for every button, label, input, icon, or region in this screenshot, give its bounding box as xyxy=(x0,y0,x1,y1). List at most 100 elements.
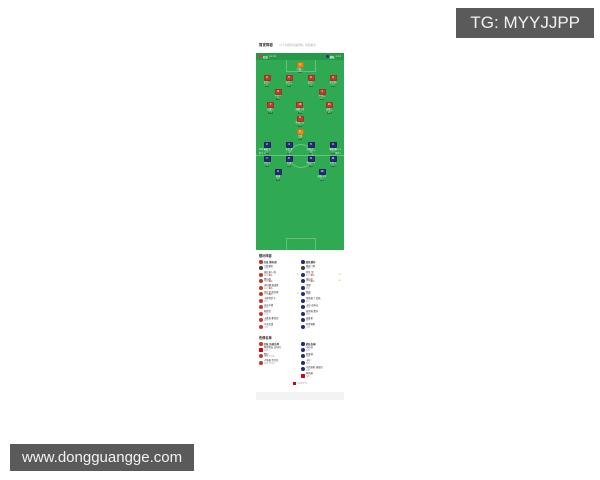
player-shirt-icon: 11 xyxy=(329,155,337,162)
list-item[interactable]: 帕德罗 中场 xyxy=(259,311,299,316)
list-item[interactable]: 曼努埃 费尔 前锋 xyxy=(301,311,341,316)
list-item[interactable]: 里奥 前锋 xyxy=(301,285,341,290)
player-name: 阿德里安 法尔科 xyxy=(264,347,281,350)
list-item[interactable]: 穿约翰 戴维斯 后卫 换人 xyxy=(259,285,299,290)
list-item-text: 莫拉尔 中场 换人 xyxy=(306,279,315,284)
player-name: 卡尔 达科夫 xyxy=(306,304,319,307)
pitch-player[interactable]: 10 前锋十号 6.9 xyxy=(315,169,329,181)
player-name: 莫拉尔 xyxy=(306,278,313,281)
home-kit-icon xyxy=(259,55,262,58)
player-meta: 后卫 xyxy=(264,300,269,303)
pitch-player[interactable]: 11 左前卫 6.6 xyxy=(326,155,340,168)
pitch-player[interactable]: 6 后卫三 6.6 xyxy=(304,75,318,87)
away-team-label[interactable]: 蓝队 4-4-2 xyxy=(325,55,341,59)
pitch-player[interactable]: 3 后卫四 6.4 xyxy=(326,75,340,87)
list-item[interactable]: 门将替补 门将 xyxy=(259,266,299,271)
away-badge-icon xyxy=(301,342,305,346)
player-meta: 中场 xyxy=(306,307,311,310)
pitch-player[interactable]: 6 后腰 6.8 xyxy=(282,155,296,168)
list-item[interactable]: 马西亚斯 迪亚尼 停赛 xyxy=(301,367,341,372)
list-item[interactable]: 阿斯曼 受伤 xyxy=(301,373,341,378)
list-item-text: 卢斯曼 罗贝托 受伤 不出战 xyxy=(264,360,278,365)
list-item[interactable]: 卡尔 达科夫 中场 xyxy=(301,305,341,310)
home-formation-rows: 1 门将一 6.8 2 后卫一 6.5 5 后卫二 6.7 6 后卫三 6.6 3 后卫四 6.4 8 中场一 7… xyxy=(256,62,344,128)
player-meta: 后卫 xyxy=(306,300,311,303)
list-item[interactable]: 马克拉维 中场 xyxy=(259,324,299,329)
pitch-player[interactable]: 8 前卫八号 7.0 xyxy=(304,155,318,168)
player-meta: 门将 xyxy=(306,268,311,271)
home-team-label[interactable]: 红队 4-2-3-1 xyxy=(259,55,276,59)
formation-row: 9 前锋 7.1 10 前锋十号 6.9 xyxy=(256,169,344,181)
player-name: 边锋一 xyxy=(267,108,274,111)
status-icon xyxy=(301,360,305,365)
pitch-player[interactable]: 9 前锋九号 7.2 xyxy=(293,115,307,128)
list-item[interactable]: 卡路易 桑托尼 后卫 xyxy=(259,318,299,323)
mid-stat-line: 射门 11 xyxy=(259,153,266,155)
list-item[interactable]: 罗比尼 德克斯 中场 换人 72' xyxy=(259,292,299,297)
list-item[interactable]: 莫拉塔 L.维 前锋 换人 18' xyxy=(259,272,299,277)
list-item[interactable]: 费拉 停赛 不出战 xyxy=(259,354,299,359)
substitution-label: 换人 xyxy=(268,274,273,277)
list-item[interactable]: 费佩 中场 xyxy=(301,292,341,297)
substitution-label: 换人 xyxy=(268,281,273,284)
pitch-player[interactable]: 7 边锋一 7.1 xyxy=(264,102,278,114)
player-shirt-icon: 8 xyxy=(274,88,282,95)
list-item-text: 费尔南 中场 换人 xyxy=(264,279,273,284)
player-rating: 6.5 xyxy=(330,151,336,154)
player-shirt-icon: 1 xyxy=(296,129,304,136)
player-rating: 7.0 xyxy=(308,165,314,168)
list-item[interactable]: 阿德里安 法尔科 受伤 xyxy=(259,347,299,352)
list-item-text: 马布杜 受伤 xyxy=(306,347,313,352)
player-name: 卡路易 桑托尼 xyxy=(264,317,279,320)
pitch-player[interactable]: 2 右后卫 6.5 xyxy=(260,142,274,154)
pitch-player[interactable]: 10 前腰十号 7.3 xyxy=(293,102,307,114)
player-name: 卢斯曼 罗贝托 xyxy=(264,360,279,363)
subs-away-team: 蓝队替补 xyxy=(301,260,341,264)
player-shirt-icon: 5 xyxy=(307,142,315,149)
player-avatar-icon xyxy=(259,324,263,329)
player-rating: 7.0 xyxy=(275,98,281,101)
pitch-player[interactable]: 9 前锋 7.1 xyxy=(271,169,285,181)
list-item[interactable]: 里斯曼丁 尼格 后卫 xyxy=(301,298,341,303)
list-item[interactable]: 马布杜 受伤 xyxy=(301,347,341,352)
pitch-player[interactable]: 1 门将一 6.8 xyxy=(293,62,307,74)
formation-row: 1 门将一 6.8 xyxy=(256,62,344,74)
player-name: 前卫八号 xyxy=(306,162,316,165)
list-item-text: 罗比尼 德克斯 中场 换人 xyxy=(264,292,278,297)
list-item[interactable]: 莫拉尔 中场 换人 80' xyxy=(301,279,341,284)
pitch-player[interactable]: 1 门将 6.7 xyxy=(293,129,307,141)
substitutes-title: 替补阵容 xyxy=(259,254,272,258)
player-meta: 停赛 不出战 xyxy=(264,356,275,359)
pitch-player[interactable]: 3 左后卫 6.5 xyxy=(326,142,340,154)
list-item[interactable]: 卡斯特罗卡 后卫 xyxy=(259,298,299,303)
list-item[interactable]: 内马尔德 前锋 xyxy=(259,305,299,310)
list-item-text: 阿德里安 法尔科 受伤 xyxy=(264,347,281,352)
player-name: 后卫一 xyxy=(263,82,271,84)
player-rating: 6.9 xyxy=(319,178,325,181)
player-name: 内马尔德 xyxy=(264,304,274,307)
list-item[interactable]: 替补门将 门将 xyxy=(301,266,341,271)
pitch-player[interactable]: 5 后卫二 6.7 xyxy=(282,75,296,87)
list-item[interactable]: 索里纳斯 中场 xyxy=(301,324,341,329)
mid-stats-strip: 控球 52% 射门 11 预计进球 1.6 角球 5 xyxy=(256,148,344,155)
player-avatar-icon xyxy=(301,318,305,323)
pitch-player[interactable]: 7 右前卫 6.9 xyxy=(260,155,274,168)
list-item[interactable]: 迪维斯 后卫 xyxy=(301,318,341,323)
player-meta: 停赛 xyxy=(306,356,311,359)
pitch-player[interactable]: 4 中场二 6.9 xyxy=(315,88,329,101)
footer-band xyxy=(256,391,344,400)
list-item[interactable]: 卡尔 受伤 xyxy=(301,360,341,365)
pitch-player[interactable]: 11 边锋二 6.8 xyxy=(322,102,336,114)
list-item[interactable]: 费尔南 中场 换人 xyxy=(259,279,299,284)
list-item[interactable]: 阿维纳 停赛 xyxy=(301,354,341,359)
player-name: 边锋二 xyxy=(326,108,333,111)
list-item[interactable]: 索托 里后卫 换人 63' xyxy=(301,272,341,277)
player-shirt-icon: 7 xyxy=(263,155,271,162)
formation-row: 7 右前卫 6.9 6 后腰 6.8 8 前卫八号 7.0 11 左前卫 6.6 xyxy=(256,155,344,168)
list-item[interactable]: 卢斯曼 罗贝托 受伤 不出战 xyxy=(259,360,299,365)
player-rating: 6.9 xyxy=(319,98,325,101)
substitution-label: 换人 xyxy=(268,287,273,290)
list-item-text: 马克拉维 中场 xyxy=(264,324,273,329)
pitch-player[interactable]: 2 后卫一 6.5 xyxy=(260,75,274,87)
pitch-player[interactable]: 8 中场一 7.0 xyxy=(271,88,285,101)
